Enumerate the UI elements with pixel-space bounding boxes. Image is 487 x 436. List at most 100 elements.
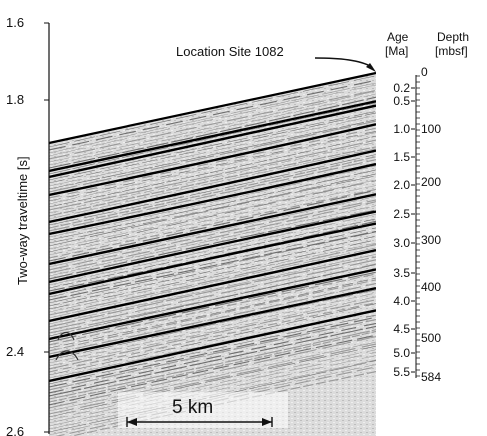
faint-reflector — [49, 299, 376, 370]
faint-reflector — [49, 239, 376, 310]
faint-reflector — [49, 330, 376, 403]
depth-minor-ticks — [416, 75, 420, 377]
age-tick-label: 0.2 — [393, 81, 410, 95]
depth-tick-label: 0 — [421, 65, 428, 79]
faint-reflector — [49, 96, 376, 169]
left-tick-label: 1.6 — [6, 15, 24, 30]
faint-reflector — [49, 366, 376, 436]
depth-tick-label: 300 — [421, 233, 441, 247]
faint-reflector — [49, 296, 376, 367]
strong-reflector — [49, 149, 376, 224]
faint-reflector — [49, 196, 376, 268]
faint-reflector — [49, 75, 376, 148]
faint-reflector — [49, 227, 376, 298]
location-label: Location Site 1082 — [176, 44, 284, 59]
depth-tick-labels: 0 100 200 300 400 500 584 — [421, 65, 441, 384]
age-tick-label: 3.5 — [393, 266, 410, 280]
faint-reflector — [49, 282, 376, 355]
age-tick-label: 3.0 — [393, 236, 410, 250]
left-tick-label: 1.8 — [6, 92, 24, 107]
faint-reflector — [49, 341, 376, 412]
faint-reflector — [49, 371, 376, 436]
strong-reflector — [49, 287, 376, 359]
age-tick-label: 2.0 — [393, 178, 410, 192]
depth-tick-label: 200 — [421, 175, 441, 189]
faint-reflector — [49, 325, 376, 397]
age-tick-label: 2.5 — [393, 207, 410, 221]
diffraction-feature — [55, 331, 79, 361]
faint-reflector — [49, 205, 376, 277]
age-scale: Age [Ma] 0.20.5 1.0 1.5 2.0 2.5 3.0 3.5 4.0 4.5 5… — [376, 30, 415, 388]
depth-tick-label: 100 — [421, 122, 441, 136]
faint-reflector — [49, 146, 376, 217]
faint-reflector — [49, 279, 376, 352]
age-tick-label: 1.5 — [393, 150, 410, 164]
faint-reflector — [49, 154, 376, 226]
faint-reflector — [49, 345, 376, 418]
faint-reflector — [49, 139, 376, 211]
left-axis: 1.6 1.8 2.4 2.6 Two-way traveltime [s] — [6, 15, 50, 436]
faint-reflector — [49, 102, 376, 175]
faint-reflector — [49, 329, 376, 400]
faint-reflector — [49, 231, 376, 304]
faint-reflector — [49, 334, 376, 406]
faint-reflector — [49, 352, 376, 424]
age-unit: [Ma] — [385, 44, 408, 58]
location-arrow — [314, 57, 373, 68]
faint-reflector — [49, 247, 376, 319]
strong-reflector — [49, 123, 376, 197]
faint-reflector — [49, 188, 376, 259]
strong-reflector — [49, 222, 376, 296]
faint-reflector — [49, 259, 376, 331]
faint-reflector — [49, 289, 376, 361]
faint-reflector — [49, 349, 376, 421]
faint-reflector — [49, 343, 376, 415]
faint-reflector — [49, 127, 376, 199]
faint-reflector — [49, 82, 376, 154]
faint-reflector — [49, 115, 376, 187]
faint-reflector — [49, 292, 376, 364]
faint-reflector — [49, 175, 376, 247]
strong-reflector — [49, 104, 376, 179]
faint-reflector — [49, 256, 376, 328]
depth-tick-label: 584 — [421, 370, 441, 384]
strong-reflector — [49, 162, 376, 236]
faint-reflector — [49, 230, 376, 301]
depth-title: Depth — [437, 30, 469, 44]
faint-reflector — [49, 316, 376, 388]
faint-reflector — [49, 189, 376, 262]
faint-reflector — [49, 213, 376, 286]
left-tick-label: 2.6 — [6, 424, 24, 436]
faint-reflector — [49, 135, 376, 208]
seafloor-reflector — [48, 71, 377, 145]
faint-reflector — [49, 277, 376, 349]
faint-reflector — [49, 142, 376, 214]
scale-bar: 5 km — [118, 392, 288, 428]
seismic-reflectors — [49, 75, 376, 436]
scale-bar-label: 5 km — [172, 397, 213, 418]
left-tick-label: 2.4 — [6, 344, 24, 359]
faint-reflector — [49, 303, 376, 376]
faint-reflector — [49, 111, 376, 181]
age-tick-label: 1.0 — [393, 122, 410, 136]
seismic-section — [48, 71, 377, 436]
faint-reflector — [49, 199, 376, 271]
faint-reflector — [49, 79, 376, 151]
faint-reflector — [49, 302, 376, 373]
age-tick-label: 5.5 — [393, 365, 410, 379]
age-tick-label: 4.5 — [393, 322, 410, 336]
age-tick-label: 4.0 — [393, 294, 410, 308]
faint-reflector — [49, 185, 376, 256]
left-axis-title: Two-way traveltime [s] — [15, 156, 30, 285]
faint-reflector — [49, 179, 376, 250]
age-tick-label: 5.0 — [393, 346, 410, 360]
strong-reflector — [49, 268, 376, 341]
faint-reflector — [49, 243, 376, 316]
faint-reflector — [49, 271, 376, 343]
age-title: Age — [387, 30, 409, 44]
faint-reflector — [49, 132, 376, 205]
faint-reflector — [49, 201, 376, 274]
strong-reflector — [49, 249, 376, 323]
scale-bar-left-arrow — [127, 418, 137, 426]
